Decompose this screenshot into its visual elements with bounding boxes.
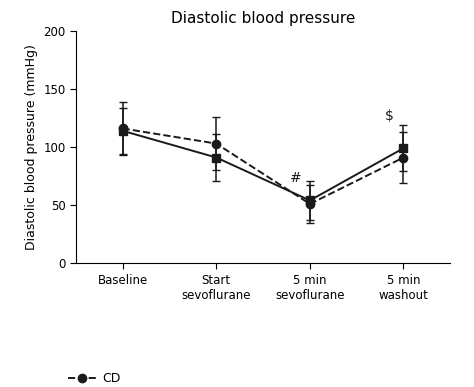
Y-axis label: Diastolic blood pressure (mmHg): Diastolic blood pressure (mmHg) bbox=[25, 44, 37, 250]
Title: Diastolic blood pressure: Diastolic blood pressure bbox=[171, 10, 355, 26]
Legend: CD, WD: CD, WD bbox=[64, 367, 129, 387]
Text: $: $ bbox=[385, 109, 394, 123]
Text: #: # bbox=[290, 171, 302, 185]
